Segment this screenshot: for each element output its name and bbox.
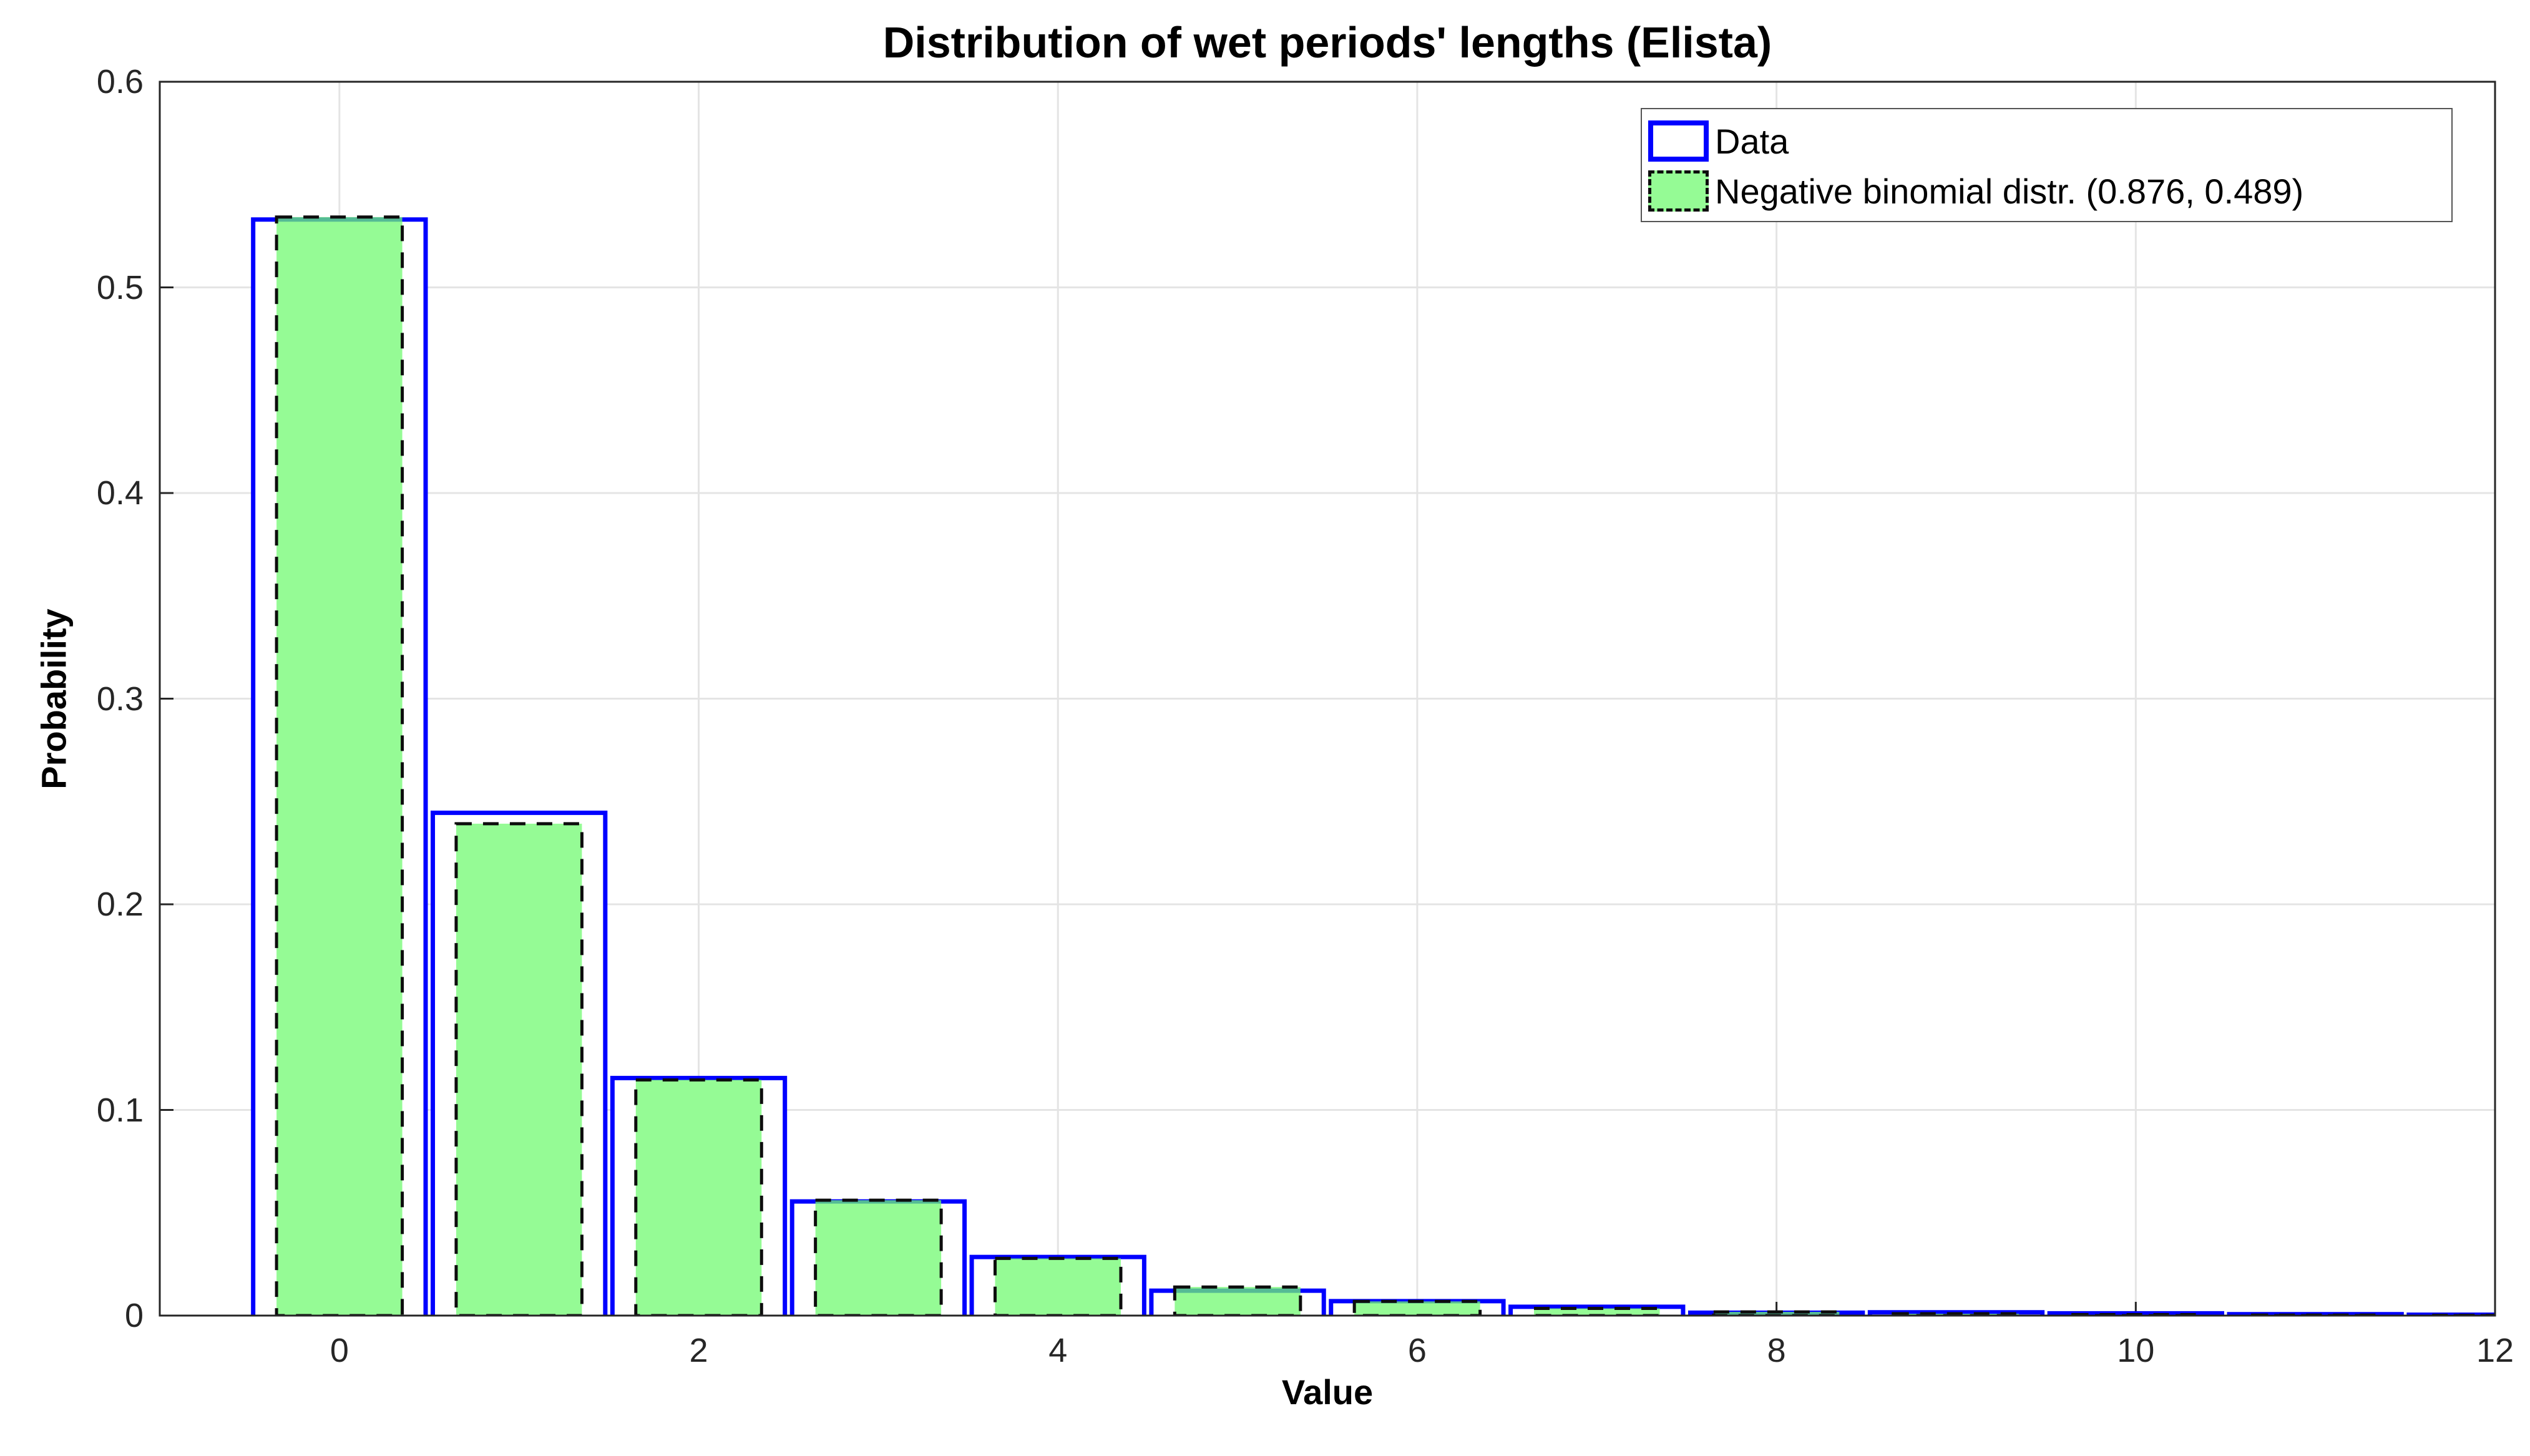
model-bar bbox=[1173, 1285, 1302, 1316]
model-bar bbox=[993, 1256, 1123, 1316]
model-bar bbox=[634, 1078, 763, 1316]
y-tick-label: 0.2 bbox=[96, 886, 144, 923]
x-tick-label: 12 bbox=[2476, 1332, 2514, 1369]
legend-rows: Data Negative binomial distr. (0.876, 0.4… bbox=[1648, 117, 2451, 215]
x-axis-label: Value bbox=[1281, 1372, 1374, 1412]
model-bar bbox=[454, 822, 584, 1316]
model-bar bbox=[275, 215, 404, 1316]
legend-entry: Data bbox=[1648, 117, 2451, 165]
model-bar bbox=[1352, 1299, 1482, 1316]
x-tick-label: 10 bbox=[2117, 1332, 2155, 1369]
legend-swatch-data bbox=[1648, 120, 1709, 162]
model-bar bbox=[1532, 1306, 1662, 1316]
x-tick-label: 4 bbox=[1048, 1332, 1068, 1369]
legend-entry: Negative binomial distr. (0.876, 0.489) bbox=[1648, 167, 2451, 215]
legend-box: Data Negative binomial distr. (0.876, 0.4… bbox=[1641, 108, 2453, 222]
chart-title: Distribution of wet periods' lengths (El… bbox=[882, 18, 1772, 67]
y-tick-label: 0.3 bbox=[96, 680, 144, 718]
legend-label: Negative binomial distr. (0.876, 0.489) bbox=[1715, 171, 2304, 211]
x-tick-label: 6 bbox=[1407, 1332, 1427, 1369]
model-bar bbox=[814, 1198, 943, 1316]
y-tick-label: 0 bbox=[124, 1297, 144, 1334]
x-tick-label: 0 bbox=[330, 1332, 349, 1369]
x-tick-label: 8 bbox=[1767, 1332, 1786, 1369]
y-tick-label: 0.4 bbox=[96, 474, 144, 512]
y-tick-label: 0.5 bbox=[96, 268, 144, 306]
model-bar bbox=[1712, 1310, 1841, 1316]
y-tick-label: 0.6 bbox=[96, 63, 144, 100]
y-tick-label: 0.1 bbox=[96, 1091, 144, 1129]
legend-swatch-model bbox=[1648, 170, 1709, 212]
x-tick-label: 2 bbox=[689, 1332, 708, 1369]
legend-label: Data bbox=[1715, 121, 1789, 161]
axes-frame bbox=[159, 81, 2496, 1317]
